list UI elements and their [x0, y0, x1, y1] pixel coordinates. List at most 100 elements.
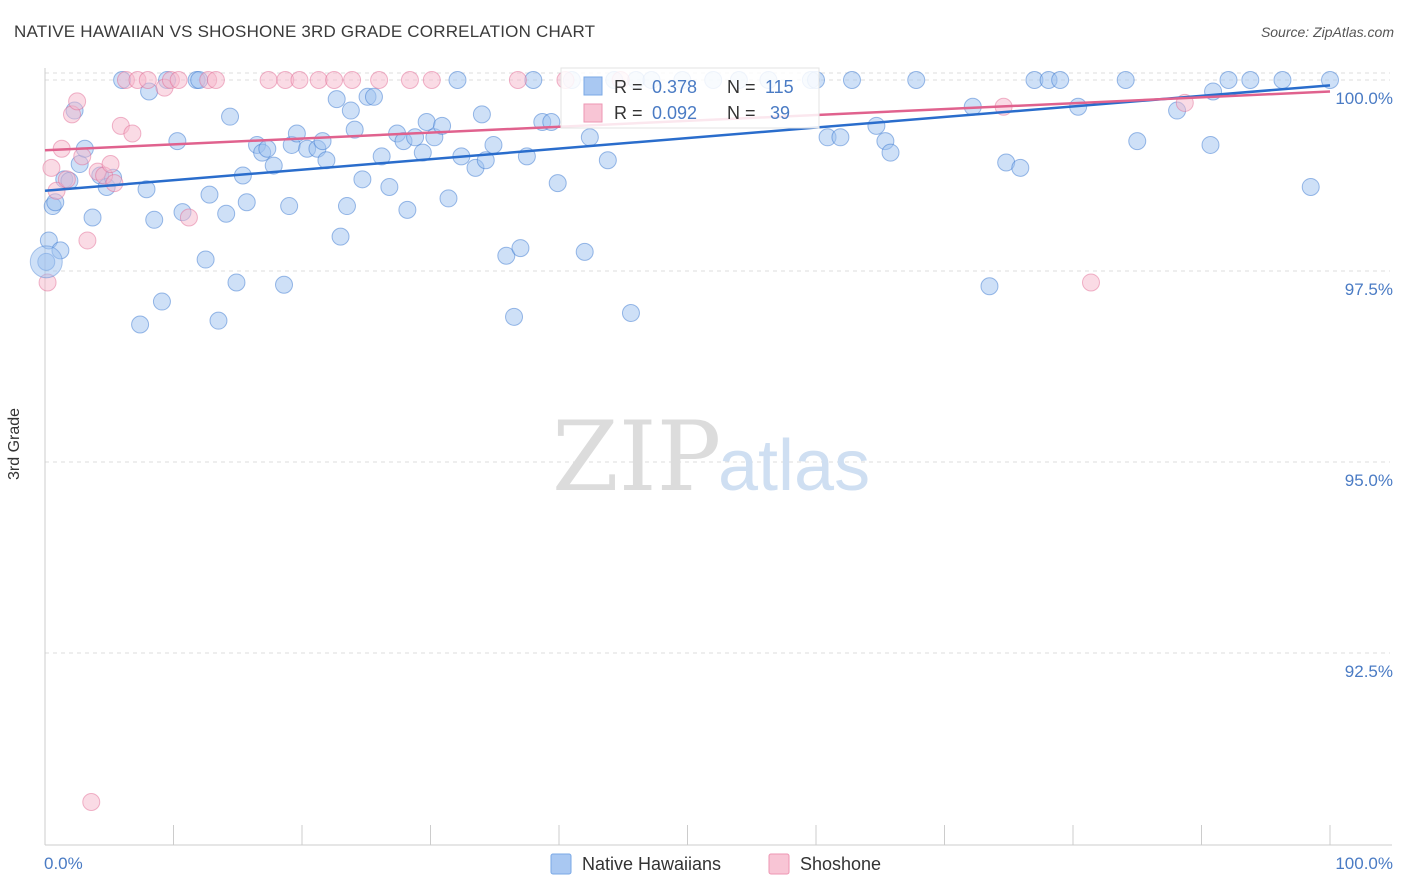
point-shoshone-27 — [290, 71, 309, 89]
x-tick-label-min: 0.0% — [44, 854, 83, 873]
y-tick-label-2: 97.5% — [1345, 280, 1393, 299]
point-native-hawaiians-48 — [341, 101, 360, 120]
point-shoshone-38 — [1081, 273, 1100, 292]
legend-swatch-shoshone — [768, 853, 790, 875]
stats-swatch-native-hawaiians — [583, 76, 603, 96]
y-tick-label-1: 95.0% — [1345, 471, 1393, 490]
point-native-hawaiians-108 — [1128, 132, 1147, 151]
point-native-hawaiians-116 — [1321, 71, 1339, 89]
point-shoshone-29 — [325, 71, 344, 89]
point-shoshone-34 — [508, 71, 527, 89]
point-native-hawaiians-94 — [842, 71, 861, 89]
point-native-hawaiians-54 — [380, 177, 399, 196]
point-native-hawaiians-63 — [439, 189, 458, 208]
axes — [44, 68, 1392, 846]
point-native-hawaiians-60 — [417, 113, 436, 132]
point-native-hawaiians-70 — [497, 246, 516, 265]
point-native-hawaiians-25 — [196, 250, 215, 269]
point-shoshone-8 — [78, 231, 97, 250]
point-native-hawaiians-67 — [472, 105, 491, 124]
point-native-hawaiians-79 — [575, 242, 594, 261]
point-native-hawaiians-115 — [1301, 177, 1320, 196]
point-native-hawaiians-19 — [152, 292, 171, 311]
point-native-hawaiians-30 — [227, 273, 246, 292]
point-shoshone-12 — [101, 155, 120, 174]
point-shoshone-18 — [138, 71, 157, 89]
point-shoshone-9 — [82, 792, 101, 811]
point-native-hawaiians-112 — [1219, 71, 1238, 89]
point-native-hawaiians-58 — [406, 128, 425, 147]
point-native-hawaiians-100 — [980, 277, 999, 296]
point-native-hawaiians-80 — [580, 128, 599, 147]
legend-label-shoshone: Shoshone — [800, 854, 881, 874]
legend: Native Hawaiians Shoshone — [550, 853, 881, 875]
point-native-hawaiians-49 — [345, 120, 364, 139]
point-native-hawaiians-21 — [168, 132, 187, 151]
point-shoshone-22 — [179, 208, 198, 227]
stats-n-value-native-hawaiians: 115 — [765, 77, 794, 97]
legend-label-native-hawaiians: Native Hawaiians — [582, 854, 721, 874]
stats-box-background — [560, 67, 820, 129]
stats-r-label-shoshone: R = — [614, 103, 643, 123]
point-native-hawaiians-29 — [221, 107, 240, 126]
stats-r-value-shoshone: 0.092 — [652, 103, 697, 123]
point-native-hawaiians-62 — [433, 116, 452, 135]
point-native-hawaiians-52 — [364, 87, 383, 106]
watermark-zip: ZIP — [552, 401, 721, 513]
point-shoshone-30 — [343, 71, 362, 89]
chart-source: Source: ZipAtlas.com — [1260, 24, 1394, 40]
trend-line-native-hawaiians — [44, 84, 1331, 193]
point-native-hawaiians-72 — [511, 239, 530, 258]
point-native-hawaiians-81 — [598, 151, 617, 170]
point-shoshone-31 — [370, 71, 389, 89]
point-shoshone-13 — [105, 174, 124, 193]
point-shoshone-21 — [169, 71, 188, 89]
point-native-hawaiians-113 — [1241, 71, 1260, 89]
point-shoshone-28 — [309, 71, 328, 89]
point-native-hawaiians-74 — [524, 71, 543, 89]
point-native-hawaiians-45 — [327, 90, 346, 109]
y-tick-label-3: 100.0% — [1335, 89, 1393, 108]
point-native-hawaiians-59 — [413, 143, 432, 162]
stats-r-value-native-hawaiians: 0.378 — [652, 77, 697, 97]
point-native-hawaiians-71 — [505, 307, 524, 326]
point-native-hawaiians-64 — [448, 71, 467, 89]
point-native-hawaiians-37 — [275, 275, 294, 294]
point-shoshone-6 — [68, 92, 87, 111]
point-native-hawaiians-26 — [200, 185, 219, 204]
stats-swatch-shoshone — [583, 103, 603, 123]
point-shoshone-24 — [206, 71, 225, 89]
point-native-hawaiians-110 — [1201, 135, 1220, 154]
point-native-hawaiians-10 — [83, 208, 102, 227]
point-native-hawaiians-93 — [831, 128, 850, 147]
point-native-hawaiians-46 — [331, 227, 350, 246]
grid-lines — [45, 72, 1390, 654]
point-native-hawaiians-15 — [131, 315, 150, 334]
stats-r-label-native-hawaiians: R = — [614, 77, 643, 97]
point-native-hawaiians-50 — [353, 170, 372, 189]
point-shoshone-4 — [57, 170, 76, 189]
point-native-hawaiians-97 — [881, 143, 900, 162]
point-native-hawaiians-43 — [313, 132, 332, 151]
x-tick-label-max: 100.0% — [1335, 854, 1393, 873]
point-native-hawaiians-32 — [237, 193, 256, 212]
point-native-hawaiians-16 — [137, 180, 156, 199]
chart-title: NATIVE HAWAIIAN VS SHOSHONE 3RD GRADE CO… — [14, 22, 596, 41]
point-native-hawaiians-27 — [209, 311, 228, 330]
point-native-hawaiians-57 — [398, 200, 417, 219]
point-native-hawaiians-83 — [621, 304, 640, 323]
point-native-hawaiians-18 — [145, 210, 164, 229]
point-native-hawaiians-77 — [548, 174, 567, 193]
y-tick-label-0: 92.5% — [1345, 662, 1393, 681]
point-shoshone-7 — [73, 147, 92, 166]
stats-n-label-native-hawaiians: N = — [727, 77, 756, 97]
point-native-hawaiians-69 — [484, 135, 503, 154]
point-native-hawaiians-95 — [867, 116, 886, 135]
point-native-hawaiians-53 — [372, 147, 391, 166]
stats-box: R = 0.378 N = 115 R = 0.092 N = 39 — [560, 67, 820, 129]
point-native-hawaiians-47 — [337, 197, 356, 216]
point-native-hawaiians-38 — [280, 197, 299, 216]
legend-swatch-native-hawaiians — [550, 853, 572, 875]
point-native-hawaiians-36 — [264, 156, 283, 175]
